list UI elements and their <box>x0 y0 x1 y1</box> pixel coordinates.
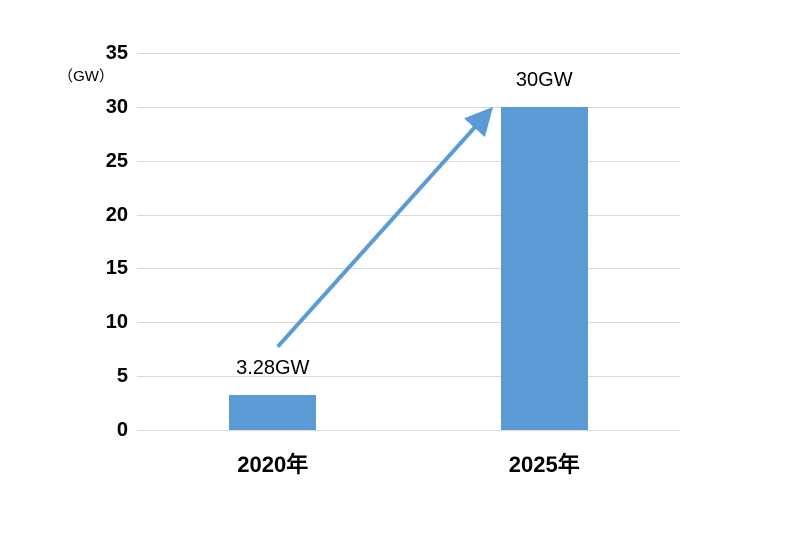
y-tick-label: 5 <box>116 365 128 388</box>
bar-value-label: 30GW <box>515 68 573 91</box>
y-axis-unit-label: （GW） <box>58 68 114 85</box>
y-tick-label: 0 <box>116 419 128 441</box>
x-axis-label: 2025年 <box>508 452 580 477</box>
y-tick-label: 20 <box>105 203 128 226</box>
bar-value-label: 3.28GW <box>236 356 310 379</box>
gridline <box>137 53 680 54</box>
y-tick-label: 25 <box>105 149 128 172</box>
x-axis-label: 2020年 <box>237 452 309 477</box>
gridline <box>137 160 680 162</box>
plot-area <box>137 53 680 431</box>
gridline <box>137 322 680 324</box>
gridline <box>137 430 680 431</box>
gridline <box>137 106 680 108</box>
bar-2020年 <box>229 394 317 430</box>
y-tick-label: 30 <box>105 95 128 118</box>
gridline <box>137 268 680 270</box>
y-tick-label: 15 <box>105 257 128 280</box>
y-tick-label: 10 <box>105 311 128 334</box>
y-tick-label: 35 <box>105 42 128 64</box>
bar-2025年 <box>500 106 588 430</box>
gridline <box>137 214 680 216</box>
gridline <box>137 376 680 378</box>
